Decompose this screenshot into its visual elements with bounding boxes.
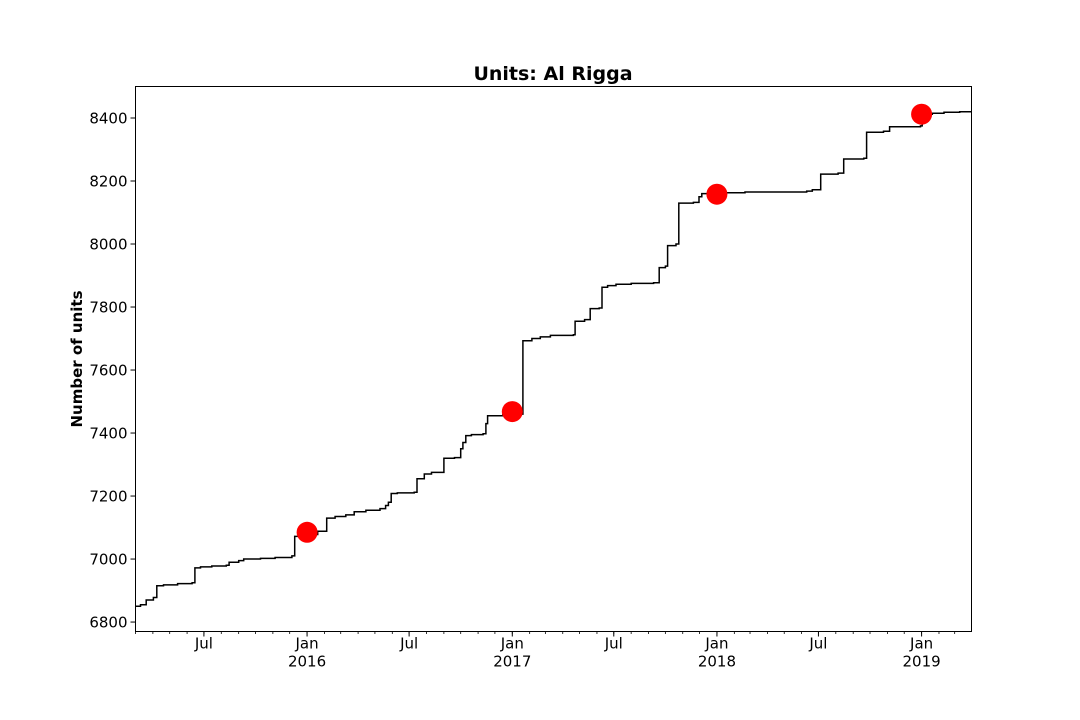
y-tick-label: 7000 bbox=[89, 551, 127, 569]
x-tick-label: Jul bbox=[399, 635, 418, 653]
y-axis-label: Number of units bbox=[68, 290, 86, 427]
x-tick-label: Jan bbox=[909, 635, 933, 653]
x-tick-year-label: 2018 bbox=[698, 653, 736, 671]
x-tick-year-label: 2017 bbox=[493, 653, 531, 671]
y-tick-label: 6800 bbox=[89, 614, 127, 632]
y-tick-label: 7600 bbox=[89, 362, 127, 380]
marker-point-2 bbox=[706, 183, 728, 205]
y-tick-label: 8400 bbox=[89, 110, 127, 128]
x-tick-year-label: 2019 bbox=[903, 653, 941, 671]
chart-title: Units: Al Rigga bbox=[473, 63, 632, 85]
marker-point-0 bbox=[296, 521, 318, 543]
x-tick-label: Jul bbox=[194, 635, 213, 653]
y-tick-label: 7400 bbox=[89, 425, 127, 443]
y-tick-label: 8000 bbox=[89, 236, 127, 254]
y-tick-label: 7800 bbox=[89, 299, 127, 317]
x-tick-year-label: 2016 bbox=[288, 653, 326, 671]
y-tick-label: 7200 bbox=[89, 488, 127, 506]
y-tick-label: 8200 bbox=[89, 173, 127, 191]
marker-point-1 bbox=[501, 401, 523, 423]
series-line bbox=[135, 110, 972, 608]
x-tick-label: Jul bbox=[808, 635, 827, 653]
marker-point-3 bbox=[911, 103, 933, 125]
axis-ticks: 6800 7000 7200 7400 7600 7800 8000 8200 8400 Jul J… bbox=[89, 110, 956, 671]
x-tick-label: Jul bbox=[604, 635, 623, 653]
plot-frame bbox=[135, 86, 972, 632]
x-tick-label: Jan bbox=[295, 635, 319, 653]
x-tick-label: Jan bbox=[704, 635, 728, 653]
plot-area bbox=[135, 103, 972, 608]
x-tick-label: Jan bbox=[500, 635, 524, 653]
